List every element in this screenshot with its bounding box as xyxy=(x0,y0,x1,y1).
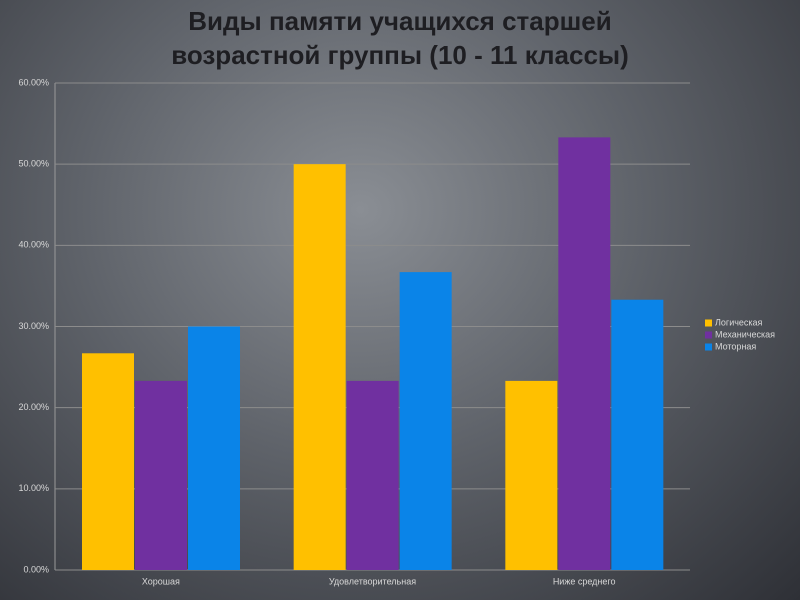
bar xyxy=(505,380,558,570)
y-tick-label: 0.00% xyxy=(23,564,49,574)
y-tick-label: 20.00% xyxy=(18,402,49,412)
legend-swatch xyxy=(705,331,712,339)
y-tick-label: 50.00% xyxy=(18,159,49,169)
bar xyxy=(82,353,134,570)
legend-label: Механическая xyxy=(715,329,775,339)
y-tick-label: 10.00% xyxy=(18,483,49,493)
bar xyxy=(293,164,346,570)
legend-label: Логическая xyxy=(715,317,763,327)
bar xyxy=(188,326,240,570)
x-tick-label: Хорошая xyxy=(142,576,180,586)
bar xyxy=(346,380,399,570)
bar xyxy=(611,299,664,570)
y-tick-label: 30.00% xyxy=(18,321,49,331)
legend-label: Моторная xyxy=(715,341,756,351)
bar xyxy=(558,137,611,571)
bar xyxy=(399,272,452,570)
chart-title: Виды памяти учащихся старшей возрастной … xyxy=(171,6,629,70)
x-tick-label: Ниже среднего xyxy=(553,576,616,586)
legend-swatch xyxy=(705,319,712,327)
y-tick-label: 60.00% xyxy=(18,77,49,87)
x-tick-label: Удовлетворительная xyxy=(329,576,416,586)
y-tick-label: 40.00% xyxy=(18,240,49,250)
legend-swatch xyxy=(705,343,712,351)
bar xyxy=(135,380,187,570)
